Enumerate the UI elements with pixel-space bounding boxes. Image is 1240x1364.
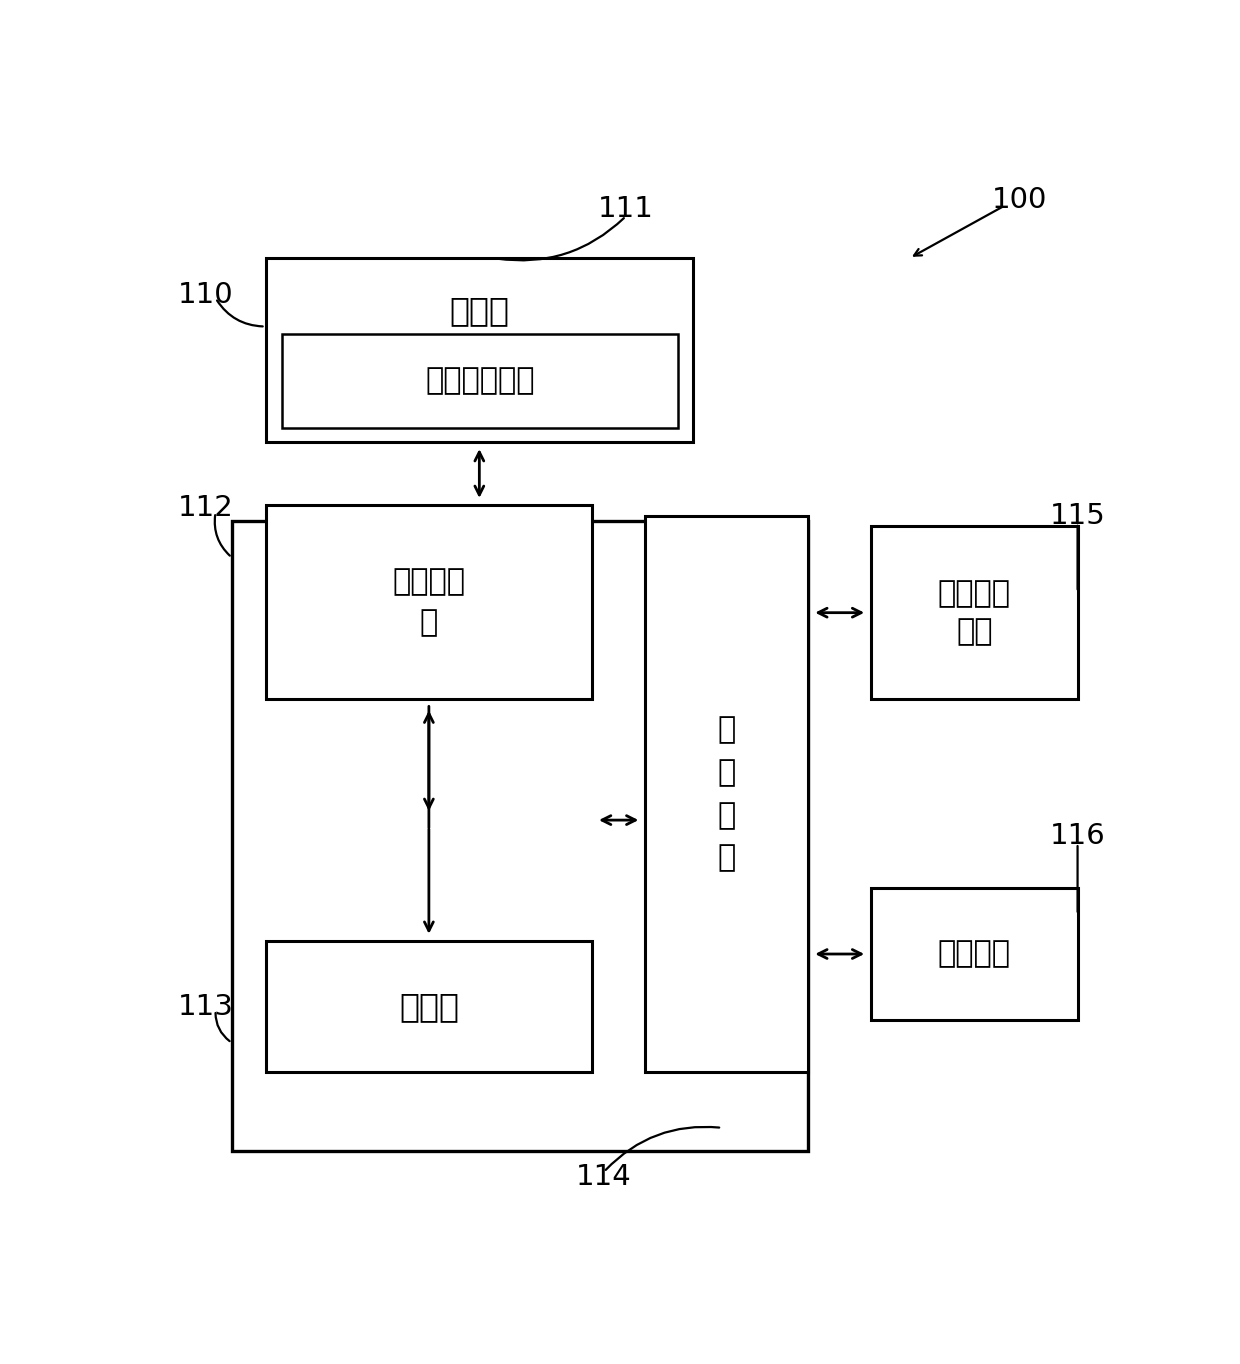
Bar [265, 505, 593, 700]
Bar [870, 527, 1078, 700]
Bar [232, 521, 808, 1151]
Text: 115: 115 [1050, 502, 1105, 529]
Text: 114: 114 [575, 1163, 631, 1191]
Text: 存储控制
器: 存储控制 器 [392, 567, 465, 637]
Text: 显示单元: 显示单元 [937, 940, 1011, 968]
Text: 111: 111 [598, 195, 653, 222]
Text: 110: 110 [179, 281, 234, 310]
Text: 处理器: 处理器 [399, 990, 459, 1023]
Text: 存储器: 存储器 [449, 295, 510, 327]
Text: 输入输出
单元: 输入输出 单元 [937, 580, 1011, 647]
Text: 投屏控制装置: 投屏控制装置 [425, 367, 534, 396]
Text: 100: 100 [992, 187, 1048, 214]
Bar [265, 258, 693, 442]
Bar [645, 516, 808, 1072]
Bar [281, 334, 678, 428]
Text: 116: 116 [1050, 822, 1105, 850]
Bar [265, 941, 593, 1072]
Text: 外
设
接
口: 外 设 接 口 [718, 715, 735, 873]
Text: 112: 112 [179, 494, 234, 522]
Bar [870, 888, 1078, 1020]
Text: 113: 113 [179, 993, 234, 1022]
